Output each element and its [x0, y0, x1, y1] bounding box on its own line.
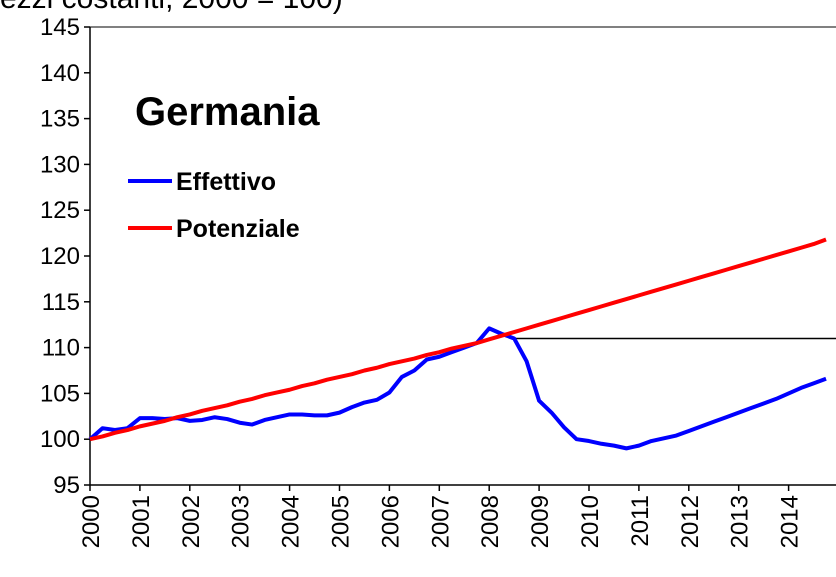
- y-tick-label: 145: [40, 14, 80, 41]
- x-tick-label: 2008: [477, 495, 504, 548]
- y-tick-label: 135: [40, 106, 80, 133]
- x-tick-label: 2014: [777, 495, 804, 548]
- annotation: Germania: [135, 90, 320, 134]
- x-tick-label: 2010: [577, 495, 604, 548]
- x-tick-label: 2000: [78, 495, 105, 548]
- x-tick-label: 2004: [278, 495, 305, 548]
- y-tick-label: 105: [40, 380, 80, 407]
- legend-label: Effettivo: [176, 168, 276, 196]
- y-tick-label: 110: [42, 335, 80, 362]
- x-tick-label: 2005: [327, 495, 354, 548]
- x-tick-label: 2013: [727, 495, 754, 548]
- y-tick-label: 115: [42, 289, 80, 316]
- y-tick-label: 95: [53, 472, 80, 499]
- series-line: [88, 326, 827, 451]
- y-tick-label: 125: [40, 197, 80, 224]
- series-line: [89, 237, 827, 442]
- x-tick-label: 2003: [228, 495, 255, 548]
- chart-title: ezzi costanti, 2000 = 100): [0, 0, 343, 15]
- x-tick-label: 2011: [627, 495, 654, 547]
- x-tick-label: 2006: [377, 495, 404, 548]
- x-tick-label: 2012: [677, 495, 704, 548]
- x-tick-label: 2007: [427, 495, 454, 548]
- y-tick-label: 120: [40, 243, 80, 270]
- legend-label: Potenziale: [176, 215, 300, 243]
- y-tick-label: 130: [40, 151, 80, 178]
- y-tick-label: 140: [40, 60, 80, 87]
- x-tick-label: 2002: [178, 495, 205, 548]
- x-tick-label: 2009: [527, 495, 554, 548]
- x-tick-label: 2001: [128, 495, 155, 548]
- y-tick-label: 100: [40, 426, 80, 453]
